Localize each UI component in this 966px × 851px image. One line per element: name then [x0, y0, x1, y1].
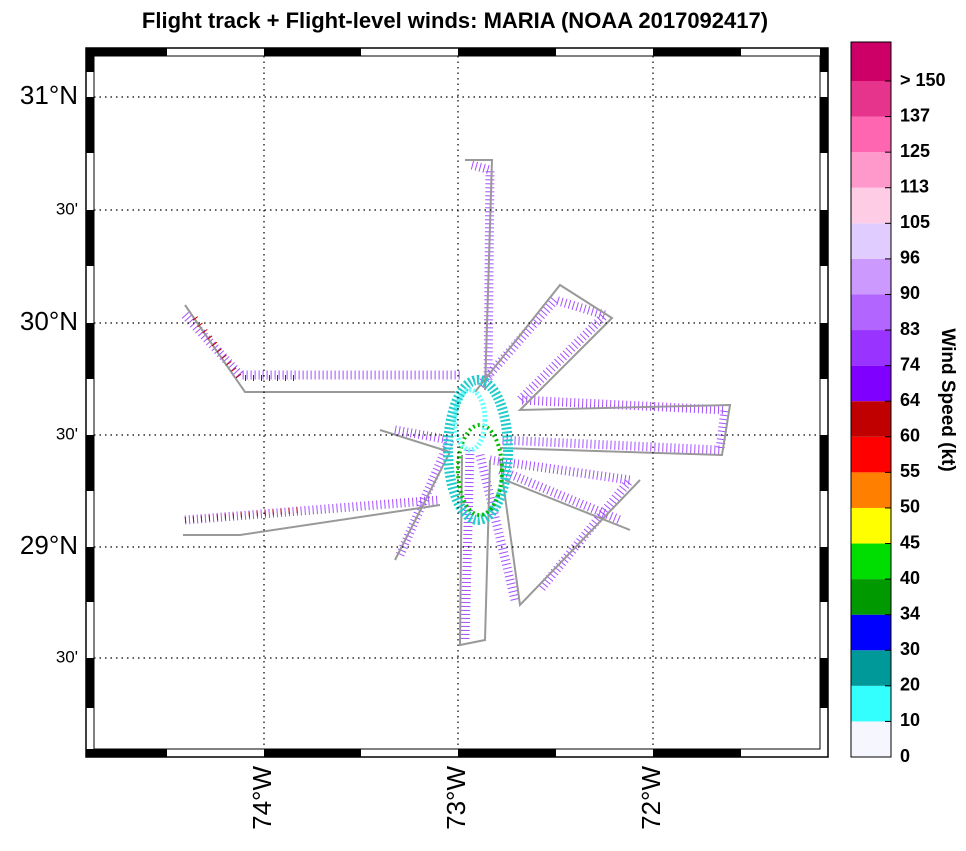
colorbar-segment [851, 42, 891, 81]
lat-label: 29°N [20, 530, 78, 560]
colorbar-segment [851, 152, 891, 188]
frame-segment [820, 97, 828, 153]
colorbar-segment [851, 614, 891, 651]
lat-label: 30°N [20, 306, 78, 336]
frame-segment [86, 547, 94, 602]
colorbar-tick-label: 20 [900, 675, 920, 695]
frame-segment [458, 48, 556, 56]
lat-label: 30' [56, 647, 78, 666]
colorbar-tick-label: 113 [900, 176, 929, 196]
colorbar-tick-label: 74 [900, 354, 920, 374]
colorbar-segment [851, 579, 891, 615]
title: Flight track + Flight-level winds: MARIA… [142, 8, 768, 33]
colorbar-segment [851, 187, 891, 224]
frame-segment [86, 435, 94, 491]
colorbar-segment [851, 685, 891, 722]
colorbar-segment [851, 472, 891, 508]
colorbar-tick-label: 125 [900, 141, 930, 161]
colorbar-segment [851, 223, 891, 259]
colorbar-tick-label: 137 [900, 105, 930, 125]
colorbar-tick-label: 30 [900, 639, 920, 659]
colorbar-segment [851, 81, 891, 117]
colorbar-segment [851, 543, 891, 580]
frame-segment [820, 435, 828, 491]
colorbar-segment [851, 507, 891, 544]
colorbar-tick-label: > 150 [900, 70, 946, 90]
frame-segment [264, 48, 361, 56]
colorbar-segment [851, 650, 891, 686]
colorbar-tick-label: 105 [900, 212, 930, 232]
frame-segment [653, 48, 741, 56]
lon-label: 74°W [247, 766, 277, 830]
colorbar-tick-label: 60 [900, 426, 920, 446]
colorbar-tick-label: 50 [900, 497, 920, 517]
colorbar-segment [851, 330, 891, 366]
frame-outer [85, 47, 829, 758]
lat-label: 30' [56, 424, 78, 443]
colorbar-tick-label: 55 [900, 461, 920, 481]
frame-segment [820, 323, 828, 379]
colorbar-segment [851, 365, 891, 402]
lat-label: 31°N [20, 80, 78, 110]
colorbar-tick-label: 34 [900, 603, 920, 623]
colorbar-segment [851, 116, 891, 153]
frame-segment [86, 48, 94, 72]
frame-segment [820, 210, 828, 266]
frame-segment [820, 658, 828, 708]
colorbar-tick-label: 64 [900, 390, 920, 410]
frame-segment [86, 323, 94, 379]
colorbar-segment [851, 721, 891, 757]
map-frame [85, 47, 829, 758]
colorbar-tick-label: 96 [900, 248, 920, 268]
flight-track [181, 159, 732, 647]
colorbar-segment [851, 258, 891, 295]
frame-segment [653, 749, 741, 757]
frame-segment [458, 749, 556, 757]
colorbar-segment [851, 436, 891, 473]
colorbar-tick-label: 45 [900, 532, 920, 552]
colorbar-tick-label: 0 [900, 746, 910, 766]
frame-segment [264, 749, 361, 757]
colorbar-tick-label: 40 [900, 568, 920, 588]
frame-segment [820, 547, 828, 602]
frame-segment [86, 48, 167, 56]
colorbar-frame [850, 41, 892, 758]
frame-inner [93, 55, 821, 750]
lon-label: 72°W [636, 766, 666, 830]
frame-segment [86, 749, 167, 757]
colorbar-label: Wind Speed (kt) [937, 328, 958, 471]
lon-label: 73°W [441, 766, 471, 830]
colorbar-tick-label: 83 [900, 319, 920, 339]
colorbar-tick-label: 10 [900, 710, 920, 730]
lat-label: 30' [56, 199, 78, 218]
frame-segment [86, 97, 94, 153]
frame-segment [86, 210, 94, 266]
frame-segment [86, 658, 94, 708]
frame-segment [820, 48, 828, 72]
colorbar-segment [851, 401, 891, 437]
colorbar-tick-label: 90 [900, 283, 920, 303]
colorbar-segment [851, 294, 891, 331]
